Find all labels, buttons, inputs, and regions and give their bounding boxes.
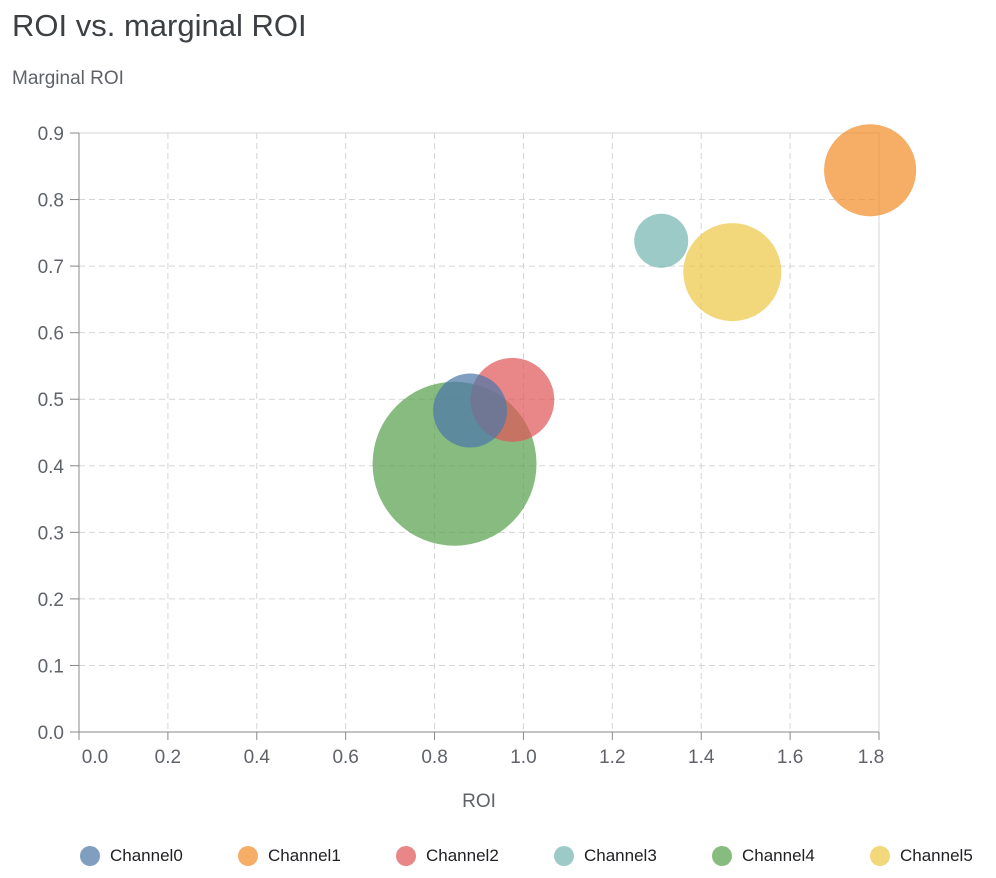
x-tick-label: 0.2 (155, 747, 181, 768)
y-tick-label: 0.7 (38, 257, 64, 278)
legend-swatch (554, 846, 574, 866)
legend-item-channel3[interactable]: Channel3 (554, 846, 712, 866)
y-tick-label: 0.2 (38, 590, 64, 611)
bubble-channel0 (433, 373, 508, 448)
y-tick-label: 0.0 (38, 723, 64, 744)
legend-label: Channel2 (426, 846, 499, 865)
bubble-channel3 (634, 213, 689, 268)
legend-item-channel4[interactable]: Channel4 (712, 846, 870, 866)
y-axis-label: Marginal ROI (12, 68, 124, 89)
legend-item-channel5[interactable]: Channel5 (870, 846, 996, 866)
x-tick-label: 1.6 (777, 747, 803, 768)
legend-label: Channel3 (584, 846, 657, 865)
x-tick-label: 0.8 (421, 747, 447, 768)
x-tick-label: 0.4 (244, 747, 271, 768)
y-tick-label: 0.9 (38, 124, 64, 145)
bubble-channel5 (683, 223, 782, 322)
bubble-chart: 0.0 0.2 0.4 0.6 0.8 1.0 1.2 1.4 1.6 1.8 0.0 0.1 0.2 0… (38, 124, 917, 812)
legend-label: Channel4 (742, 846, 815, 865)
x-tick-label: 1.0 (510, 747, 536, 768)
legend-swatch (396, 846, 416, 866)
legend-label: Channel1 (268, 846, 341, 865)
y-tick-label: 0.6 (38, 324, 64, 345)
legend-swatch (80, 846, 100, 866)
chart-title: ROI vs. marginal ROI (12, 8, 307, 43)
y-tick-label: 0.1 (38, 656, 64, 677)
x-tick-label: 1.4 (688, 747, 715, 768)
legend-item-channel1[interactable]: Channel1 (238, 846, 396, 866)
legend-swatch (238, 846, 258, 866)
x-tick-label: 1.2 (599, 747, 625, 768)
legend-swatch (712, 846, 732, 866)
legend-item-channel2[interactable]: Channel2 (396, 846, 554, 866)
x-axis-label: ROI (462, 791, 496, 812)
legend-item-channel0[interactable]: Channel0 (80, 846, 238, 866)
y-tick-label: 0.3 (38, 523, 64, 544)
legend-label: Channel5 (900, 846, 973, 865)
legend: Channel0 Channel1 Channel2 Channel3 Channel4… (80, 846, 996, 866)
x-tick-label: 0.6 (332, 747, 358, 768)
y-tick-label: 0.5 (38, 390, 64, 411)
x-tick-label: 1.8 (858, 747, 884, 768)
y-tick-label: 0.4 (38, 457, 65, 478)
x-tick-label: 0.0 (82, 747, 108, 768)
legend-label: Channel0 (110, 846, 183, 865)
legend-swatch (870, 846, 890, 866)
y-tick-label: 0.8 (38, 191, 64, 212)
bubble-channel1 (824, 124, 917, 217)
